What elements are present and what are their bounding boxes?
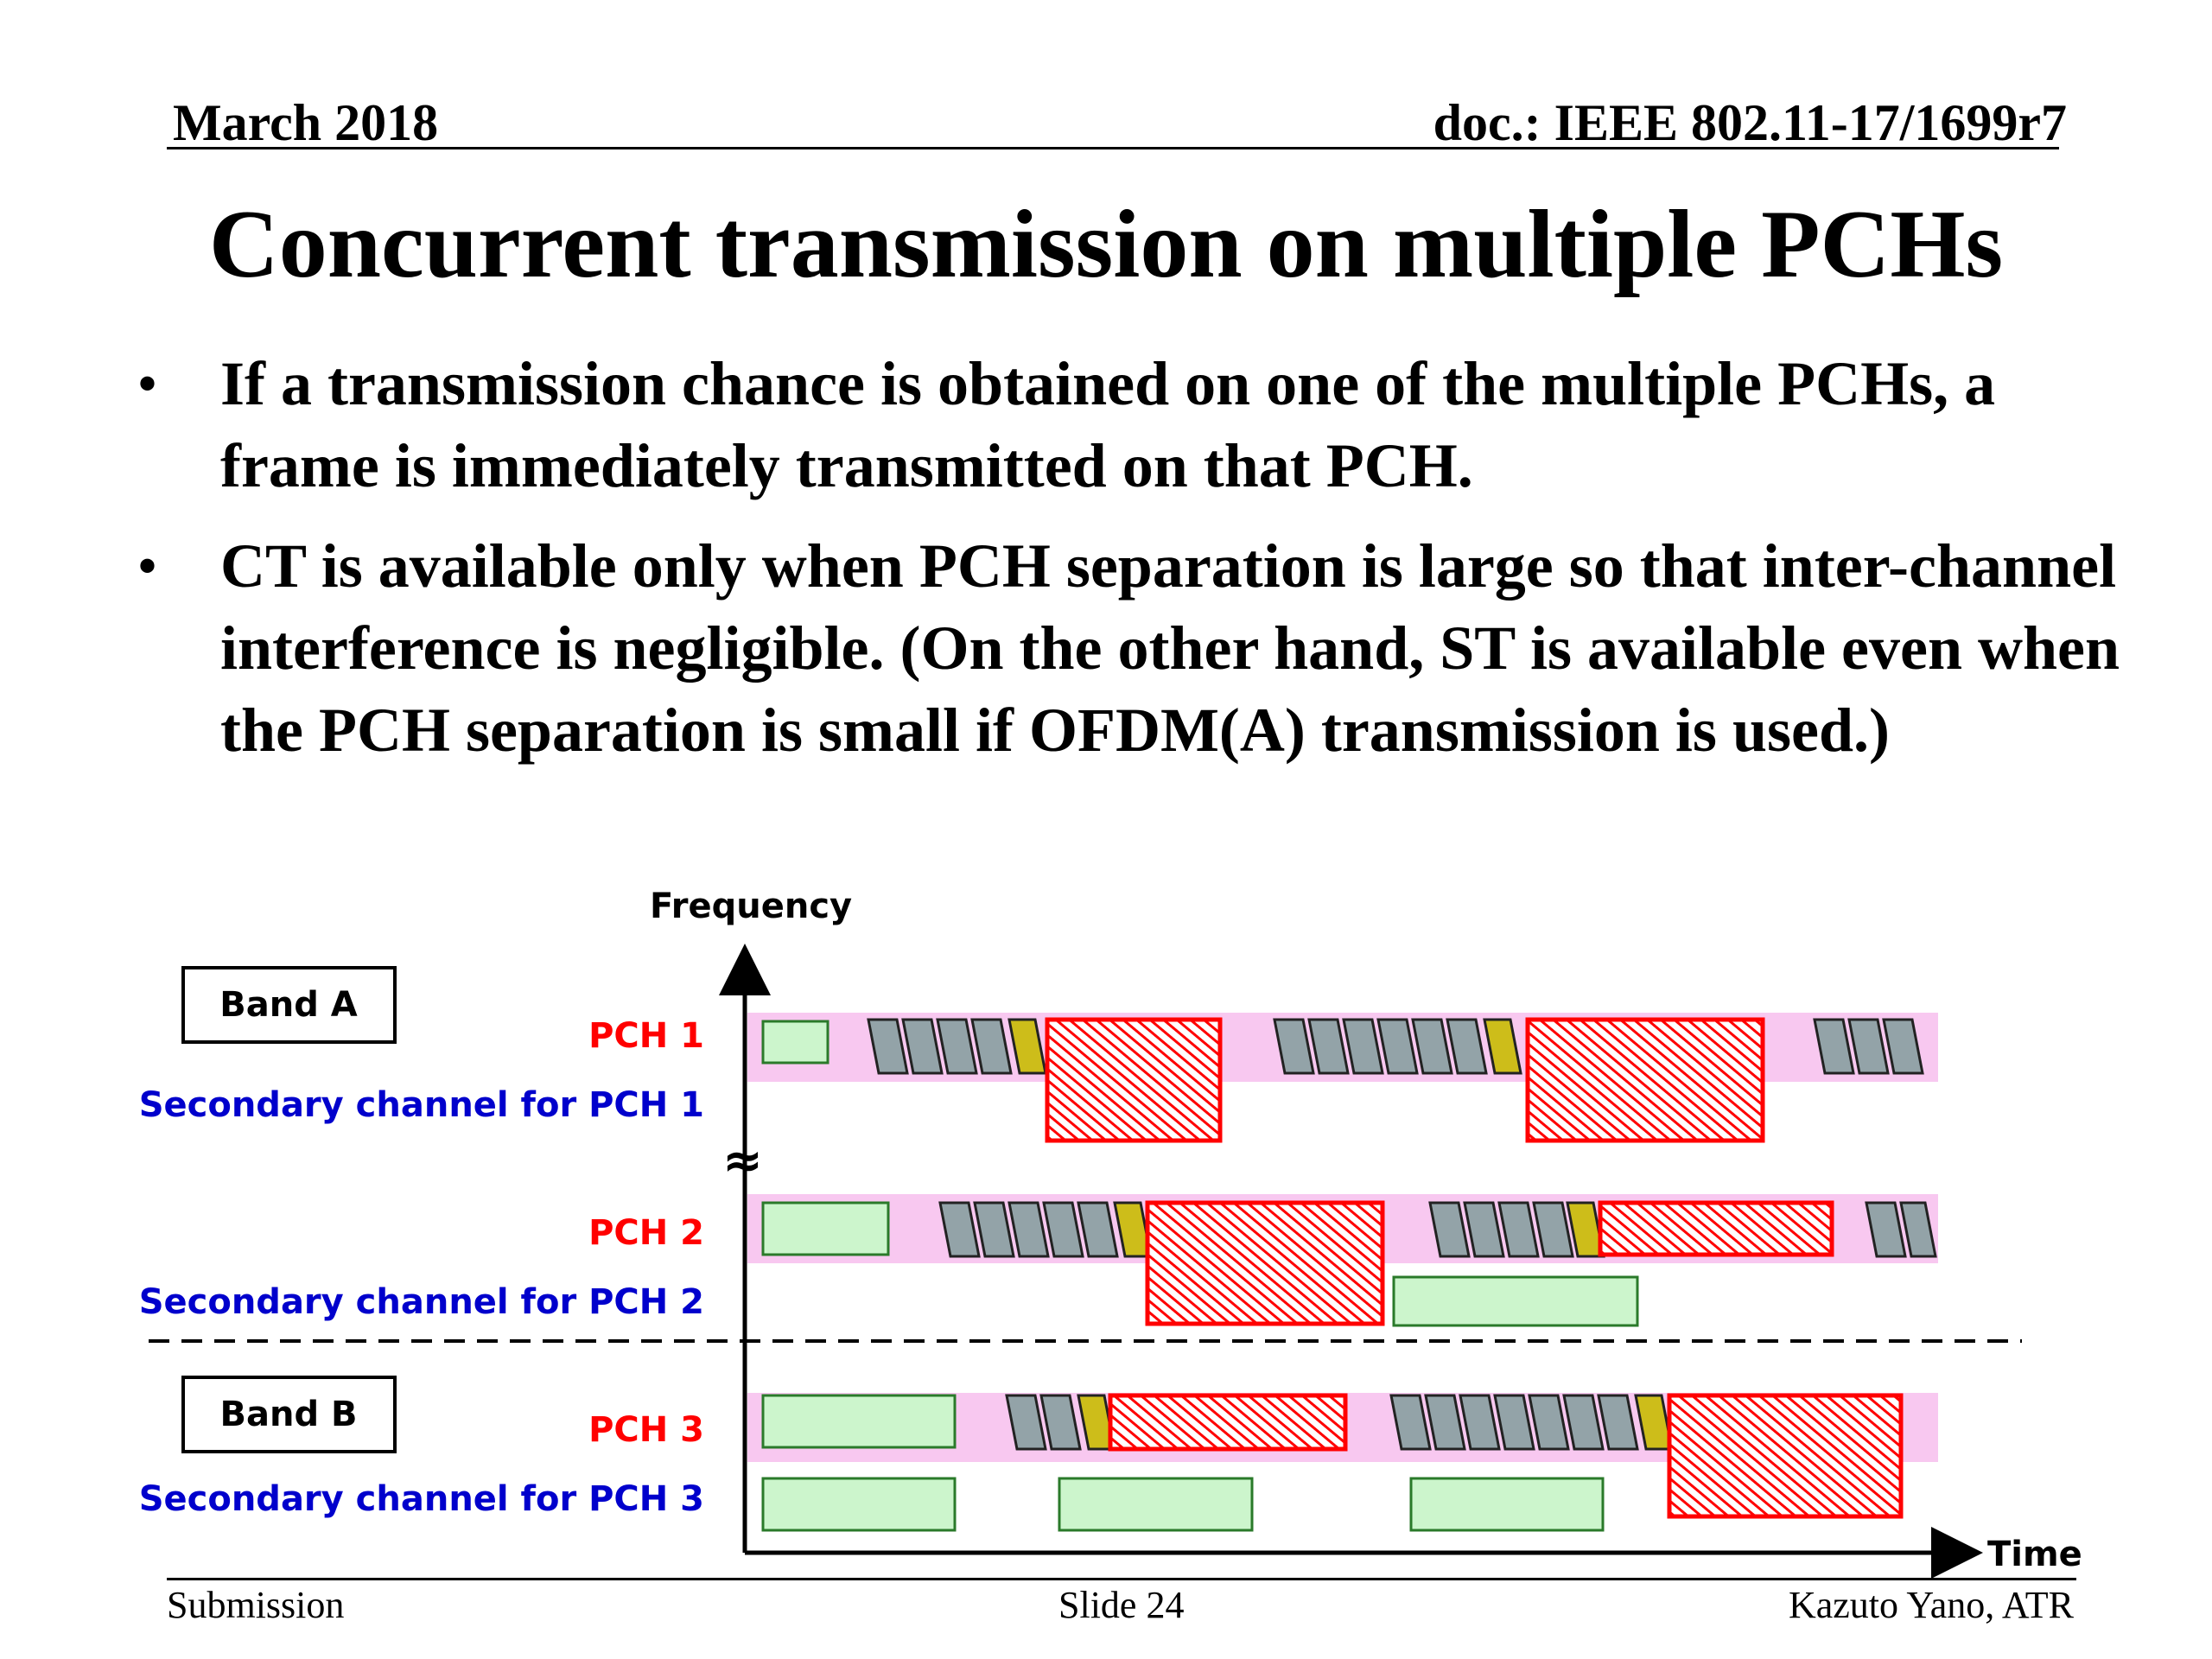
frames [761,1017,1937,1532]
backoff-slots [938,1201,1119,1258]
bullet-dot: • [138,537,157,594]
sec3-label: Secondary channel for PCH 3 [139,1479,704,1519]
bullet-2-text: CT is available only when PCH separation… [220,531,2120,765]
transmission-frame [1598,1200,1834,1257]
bullet-dot: • [138,355,157,412]
idle-frame [1409,1477,1605,1532]
backoff-slots [1428,1201,1574,1258]
transmission-frame [1667,1393,1904,1519]
slide-title: Concurrent transmission on multiple PCHs [208,191,2004,298]
header-doc-id: doc.: IEEE 802.11-17/1699r7 [1433,94,2067,151]
backoff-slots [1273,1018,1488,1075]
idle-frame [1392,1275,1639,1327]
idle-frame [761,1201,890,1256]
transmission-frame [1108,1393,1348,1452]
band-b-box [181,1376,397,1453]
band-a-box [181,966,397,1044]
idle-frame [761,1477,957,1532]
backoff-slots [1389,1394,1639,1451]
backoff-slots [1865,1201,1937,1258]
band-b-label: Band B [219,1395,357,1434]
axis-break-symbol: ≈ [722,1133,763,1189]
footer-author: Kazuto Yano, ATR [1788,1584,2074,1626]
frequency-axis-label: Frequency [650,887,852,926]
band-a-label: Band A [219,985,358,1025]
footer-rule [167,1578,2076,1580]
idle-frame [1058,1477,1254,1532]
bullet-1-text: If a transmission chance is obtained on … [220,349,1996,500]
sec2-label: Secondary channel for PCH 2 [139,1282,704,1322]
pch1-label: PCH 1 [588,1016,704,1056]
bullet-2: • CT is available only when PCH separati… [138,525,2121,772]
time-axis-label: Time [1987,1535,2082,1574]
footer-slide-number: Slide 24 [1058,1584,1185,1626]
idle-frame [761,1020,830,1065]
backoff-slots [1813,1018,1924,1075]
idle-frame [761,1394,957,1449]
header-rule [167,147,2059,149]
pch3-label: PCH 3 [588,1410,704,1450]
bullet-1: • If a transmission chance is obtained o… [138,343,2121,507]
sec1-label: Secondary channel for PCH 1 [139,1085,704,1125]
footer-submission: Submission [167,1584,345,1626]
pch2-label: PCH 2 [588,1213,704,1253]
transmission-frame [1145,1200,1385,1326]
header-date: March 2018 [173,94,439,151]
transmission-frame [1525,1017,1765,1143]
backoff-slots [867,1018,1013,1075]
sensing-slot [1483,1018,1522,1075]
backoff-slots [1005,1394,1082,1451]
transmission-frame [1045,1017,1223,1143]
